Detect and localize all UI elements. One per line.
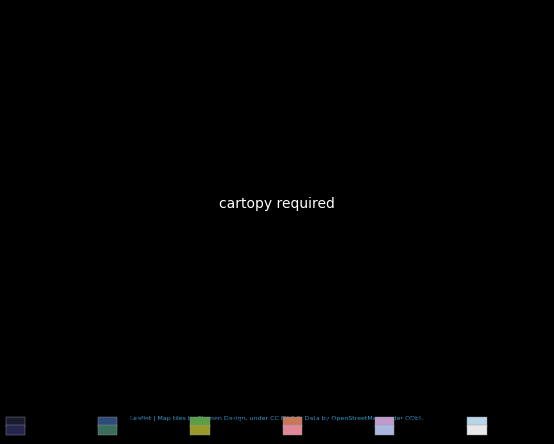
Text: < 10 hrs: < 10 hrs (212, 417, 245, 427)
Text: < 2 hrs: < 2 hrs (28, 417, 55, 427)
Text: < 12 hrs: < 12 hrs (212, 425, 245, 434)
Bar (6, 417, 25, 427)
Bar (467, 425, 486, 435)
Text: < 8 hrs: < 8 hrs (120, 425, 148, 434)
Text: < 4 hrs: < 4 hrs (28, 425, 56, 434)
Text: >= 22 hrs: >= 22 hrs (489, 425, 529, 434)
Bar (6, 425, 25, 435)
Bar (98, 425, 117, 435)
Bar (283, 417, 302, 427)
Bar (190, 425, 209, 435)
Bar (375, 425, 394, 435)
Text: Leaflet | Map tiles by Stamen Design, under CC BY 3.0. Data by OpenStreetMap, un: Leaflet | Map tiles by Stamen Design, un… (130, 416, 424, 421)
Text: < 6 hrs: < 6 hrs (120, 417, 148, 427)
Text: < 16 hrs: < 16 hrs (305, 425, 337, 434)
Text: < 20 hrs: < 20 hrs (397, 425, 430, 434)
Text: < 22 hrs: < 22 hrs (489, 417, 522, 427)
Text: cartopy required: cartopy required (219, 197, 335, 211)
Bar (467, 417, 486, 427)
Text: < 18 hrs: < 18 hrs (397, 417, 430, 427)
Bar (98, 417, 117, 427)
Bar (190, 417, 209, 427)
Text: < 14 hrs: < 14 hrs (305, 417, 337, 427)
Bar (283, 425, 302, 435)
Bar (375, 417, 394, 427)
